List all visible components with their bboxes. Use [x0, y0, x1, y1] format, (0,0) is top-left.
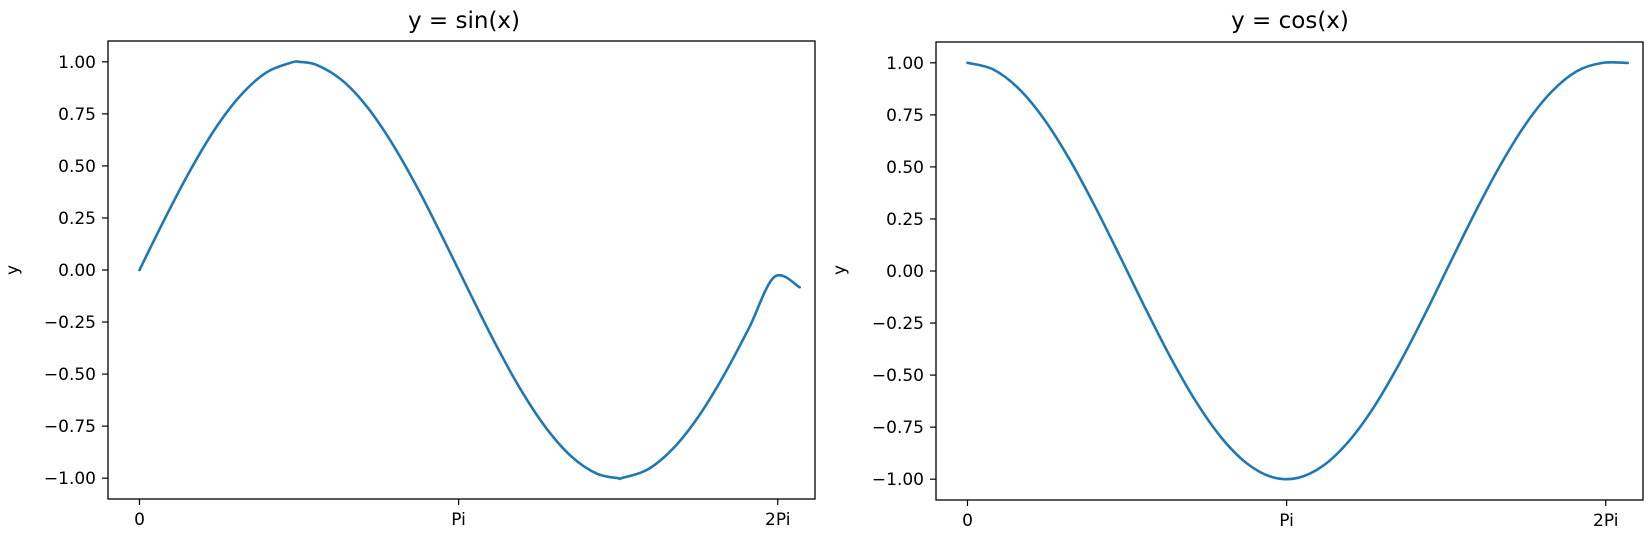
series-line-sin [138, 60, 802, 481]
tick-group: 0 Pi 2Pi 1.00 0.75 0.50 0.25 0.00 −0.25 −0.50 −0.7… [44, 53, 791, 530]
y-axis-label: y [3, 265, 23, 275]
y-tick-label: 1.00 [58, 53, 96, 73]
y-tick-label: −0.25 [872, 314, 924, 334]
y-tick-label: −0.50 [872, 366, 924, 386]
y-tick-label: 0.50 [58, 157, 96, 177]
y-tick-label: −0.25 [44, 313, 96, 333]
plot-frame [107, 40, 816, 500]
tick-group: 0 Pi 2Pi 1.00 0.75 0.50 0.25 0.00 −0.25 −0.50 −0.7… [872, 54, 1619, 531]
y-tick-label: 0.00 [886, 262, 924, 282]
chart-title: y = cos(x) [1231, 8, 1349, 34]
subplot-sin: y = sin(x) y 0 Pi 2Pi 1.00 0.75 0.50 0.25 0.00 −… [3, 8, 816, 530]
y-tick-label: −0.75 [44, 417, 96, 437]
chart-title: y = sin(x) [408, 8, 520, 34]
y-tick-label: 0.75 [58, 105, 96, 125]
y-tick-label: 0.75 [886, 106, 924, 126]
x-tick-label: Pi [1279, 511, 1294, 531]
x-tick-label: 0 [134, 510, 145, 530]
y-tick-label: 1.00 [886, 54, 924, 74]
y-tick-label: −0.50 [44, 365, 96, 385]
y-tick-label: −0.75 [872, 418, 924, 438]
subplot-cos: y = cos(x) y 0 Pi 2Pi 1.00 0.75 0.50 0.25 0.00 −… [830, 8, 1644, 531]
x-tick-label: 0 [962, 511, 973, 531]
series-line-cos [966, 60, 1630, 481]
x-tick-label: 2Pi [765, 510, 790, 530]
y-tick-label: −1.00 [44, 469, 96, 489]
y-tick-label: 0.25 [886, 210, 924, 230]
x-tick-label: 2Pi [1593, 511, 1618, 531]
y-tick-label: −1.00 [872, 470, 924, 490]
y-axis-label: y [830, 265, 850, 275]
y-tick-label: 0.00 [58, 261, 96, 281]
plot-frame [935, 41, 1644, 501]
y-tick-label: 0.25 [58, 209, 96, 229]
x-tick-label: Pi [451, 510, 466, 530]
y-tick-label: 0.50 [886, 158, 924, 178]
